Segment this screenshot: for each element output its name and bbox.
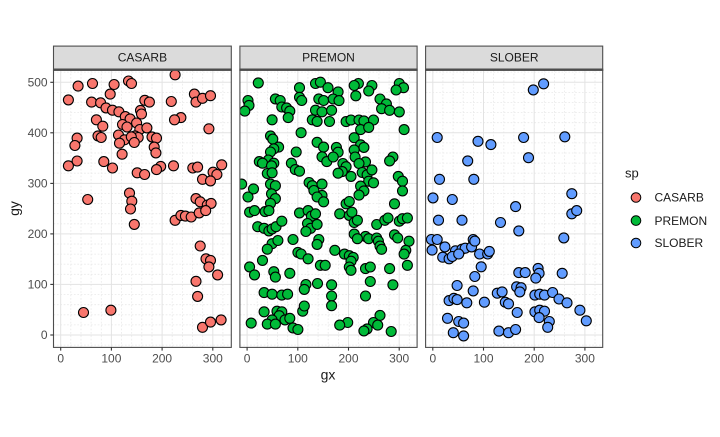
svg-text:0: 0	[244, 352, 251, 366]
svg-text:0: 0	[429, 352, 436, 366]
svg-text:200: 200	[338, 352, 358, 366]
svg-text:300: 300	[28, 177, 48, 191]
svg-text:100: 100	[101, 352, 121, 366]
svg-text:300: 300	[575, 352, 595, 366]
svg-text:200: 200	[152, 352, 172, 366]
svg-text:500: 500	[28, 76, 48, 90]
svg-text:400: 400	[28, 126, 48, 140]
svg-text:0: 0	[57, 352, 64, 366]
svg-text:100: 100	[288, 352, 308, 366]
svg-text:SLOBER: SLOBER	[490, 51, 539, 65]
svg-text:300: 300	[203, 352, 223, 366]
svg-text:CASARB: CASARB	[118, 51, 167, 65]
svg-text:100: 100	[473, 352, 493, 366]
svg-text:300: 300	[389, 352, 409, 366]
svg-text:0: 0	[41, 328, 48, 342]
svg-text:100: 100	[28, 278, 48, 292]
svg-text:SLOBER: SLOBER	[655, 236, 704, 250]
svg-text:200: 200	[524, 352, 544, 366]
svg-text:200: 200	[28, 227, 48, 241]
svg-text:CASARB: CASARB	[655, 191, 704, 205]
svg-text:PREMON: PREMON	[302, 51, 355, 65]
svg-text:gx: gx	[321, 367, 336, 383]
svg-text:sp: sp	[625, 166, 639, 181]
svg-text:PREMON: PREMON	[655, 214, 708, 228]
svg-text:gy: gy	[6, 201, 22, 216]
